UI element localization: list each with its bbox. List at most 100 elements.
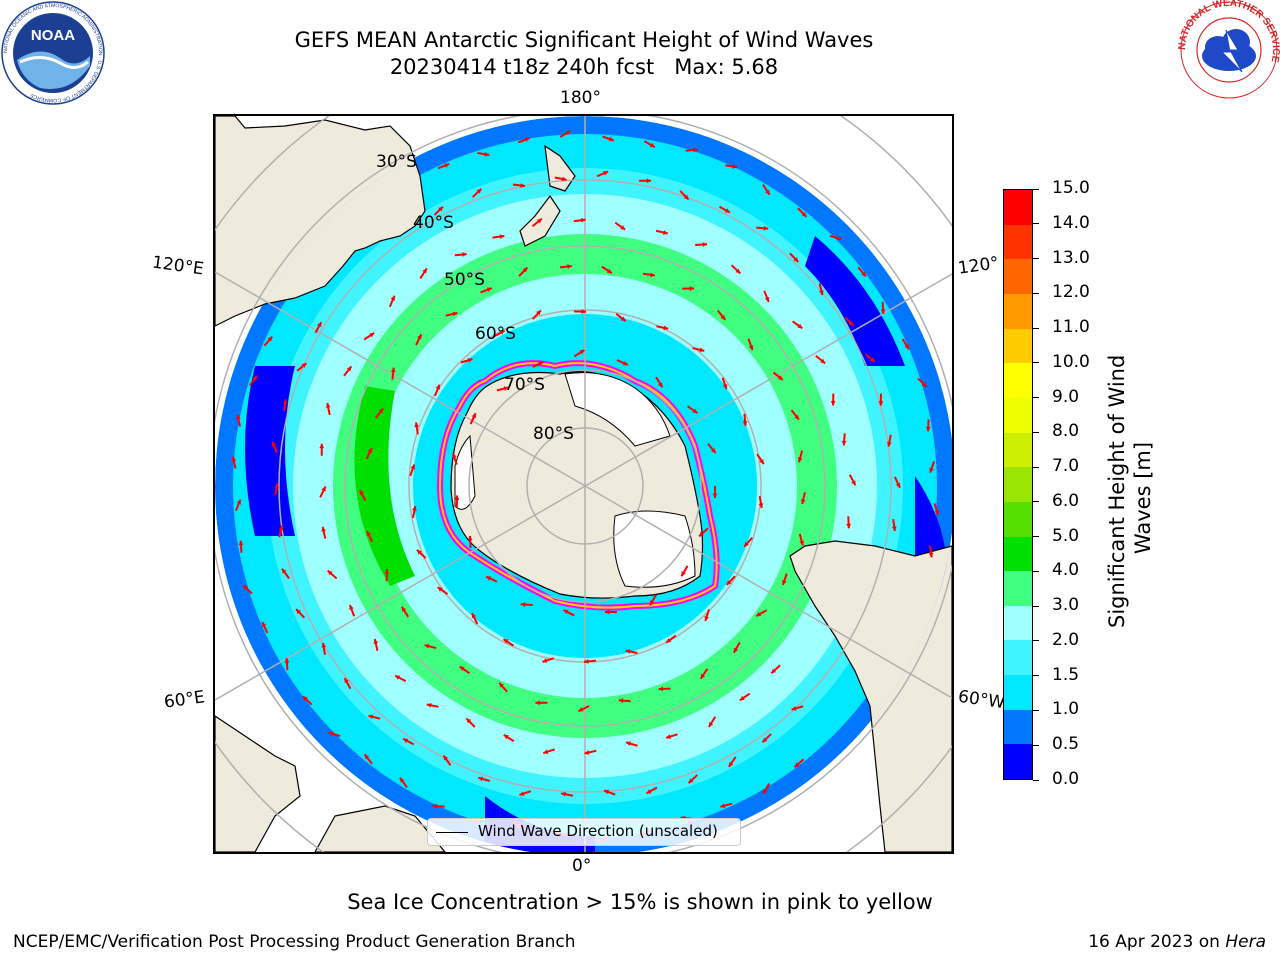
- lat-label-40s: 40°S: [413, 213, 454, 233]
- wind-arrow-head: [364, 754, 370, 760]
- wind-arrow-head: [748, 345, 754, 351]
- map-frame: [213, 114, 954, 854]
- footer-date: 16 Apr 2023 on: [1088, 932, 1226, 952]
- colorbar-segment: [1004, 190, 1032, 225]
- wind-arrow-head: [367, 447, 373, 453]
- wind-arrow-head: [765, 189, 770, 195]
- wind-arrow-head: [756, 611, 762, 617]
- wind-arrow-head: [403, 738, 409, 743]
- wind-arrow-head: [543, 749, 549, 754]
- wind-arrow-head: [820, 358, 826, 364]
- wind-arrow-head: [720, 803, 726, 808]
- colorbar-tick-mark: [1033, 466, 1039, 468]
- wind-arrow-head: [620, 225, 626, 230]
- colorbar-title-line2: Waves [m]: [1131, 441, 1155, 555]
- lat-label-50s: 50°S: [444, 270, 485, 290]
- wind-arrow-head: [800, 499, 806, 505]
- noaa-logo-text: NOAA: [31, 27, 75, 44]
- wind-arrow-head: [895, 482, 901, 488]
- wind-arrow-head: [486, 287, 492, 292]
- wind-arrow-head: [646, 789, 652, 794]
- lon-label-120w: 120°: [956, 253, 1001, 279]
- lon-label-0: 0°: [572, 856, 592, 876]
- wind-arrow-head: [658, 686, 664, 692]
- wind-arrow-head: [395, 675, 401, 680]
- wind-arrow-head: [296, 609, 301, 614]
- colorbar-tick-label: 6.0: [1052, 490, 1080, 511]
- lon-label-60e: 60°E: [162, 687, 207, 713]
- colorbar-title-line1: Significant Height of Wind: [1105, 354, 1129, 628]
- wind-arrow-head: [699, 347, 705, 353]
- wind-arrow-head: [349, 605, 354, 610]
- wind-arrow-head: [437, 587, 443, 592]
- colorbar-segment: [1004, 224, 1032, 260]
- wind-arrow-head: [384, 569, 390, 574]
- wind-arrow-head: [486, 576, 492, 581]
- colorbar-segment: [1004, 432, 1032, 468]
- wind-arrow-head: [603, 171, 609, 176]
- chart-subtitle: 20230414 t18z 240h fcst Max: 5.68: [389, 55, 779, 79]
- wind-arrow-head: [317, 322, 322, 328]
- wind-arrow-head: [452, 453, 457, 459]
- wind-arrow-head: [928, 552, 934, 558]
- wind-arrow-head: [462, 252, 467, 257]
- wind-arrow-head: [904, 344, 909, 350]
- colorbar-segment: [1004, 571, 1032, 606]
- wind-arrow-head: [618, 698, 624, 703]
- polar-map: [215, 116, 952, 852]
- wind-arrow-head: [301, 363, 307, 368]
- wind-arrow-head: [503, 734, 509, 740]
- wind-arrow-head: [519, 791, 525, 796]
- colorbar-tick-mark: [1033, 536, 1039, 538]
- wind-arrow-head: [432, 803, 438, 809]
- wind-arrow-head: [861, 271, 866, 277]
- wind-arrow-head: [722, 384, 728, 390]
- wind-arrow-head: [459, 666, 465, 671]
- wind-arrow-head: [880, 309, 886, 314]
- wind-arrow-head: [663, 325, 669, 331]
- colorbar-tick-mark: [1033, 744, 1039, 746]
- wind-arrow-head: [830, 401, 836, 406]
- wind-arrow-head: [561, 791, 566, 797]
- colorbar-tick-label: 2.0: [1052, 629, 1080, 650]
- land-new-zealand: [519, 144, 576, 247]
- wind-arrow-head: [401, 606, 407, 612]
- wind-arrow-head: [325, 403, 331, 408]
- colorbar-segment: [1004, 675, 1032, 710]
- wind-arrow-head: [466, 718, 472, 724]
- wind-arrow-head: [267, 336, 273, 342]
- wind-arrow-head: [454, 495, 460, 500]
- wind-arrow-head: [763, 225, 769, 231]
- wind-arrow-head: [499, 234, 505, 239]
- wind-arrow-head: [764, 297, 770, 302]
- wind-arrow-head: [848, 320, 854, 326]
- wind-arrow-head: [797, 323, 803, 329]
- wind-arrow-head: [708, 721, 714, 727]
- wind-arrow-head: [319, 443, 325, 449]
- colorbar-tick-label: 0.0: [1052, 769, 1080, 789]
- wind-arrow-head: [579, 349, 585, 355]
- wind-arrow-head: [499, 682, 504, 688]
- wind-arrow-head: [662, 230, 668, 235]
- wind-arrow-head: [650, 600, 655, 606]
- colorbar-tick-mark: [1033, 570, 1039, 572]
- wind-arrow-head: [503, 386, 509, 391]
- wind-arrow-head: [666, 638, 672, 643]
- lat-label-70s: 70°S: [504, 375, 545, 395]
- wind-arrow-head: [236, 499, 241, 505]
- wind-arrow-head: [536, 218, 542, 224]
- wind-arrow-head: [583, 659, 589, 664]
- colorbar: [1003, 189, 1033, 780]
- wind-arrow-head: [452, 311, 458, 317]
- wind-arrow-head: [366, 531, 372, 537]
- wind-arrow-head: [503, 639, 509, 644]
- wind-arrow-head: [846, 523, 852, 529]
- colorbar-segment: [1004, 467, 1032, 502]
- colorbar-segment: [1004, 605, 1032, 641]
- wind-arrow-head: [759, 459, 764, 465]
- colorbar-tick-label: 13.0: [1052, 247, 1090, 268]
- wind-arrow-head: [281, 568, 287, 574]
- wind-arrow-head: [467, 357, 473, 363]
- wind-arrow-head: [410, 464, 416, 470]
- wind-arrow-head: [399, 777, 405, 783]
